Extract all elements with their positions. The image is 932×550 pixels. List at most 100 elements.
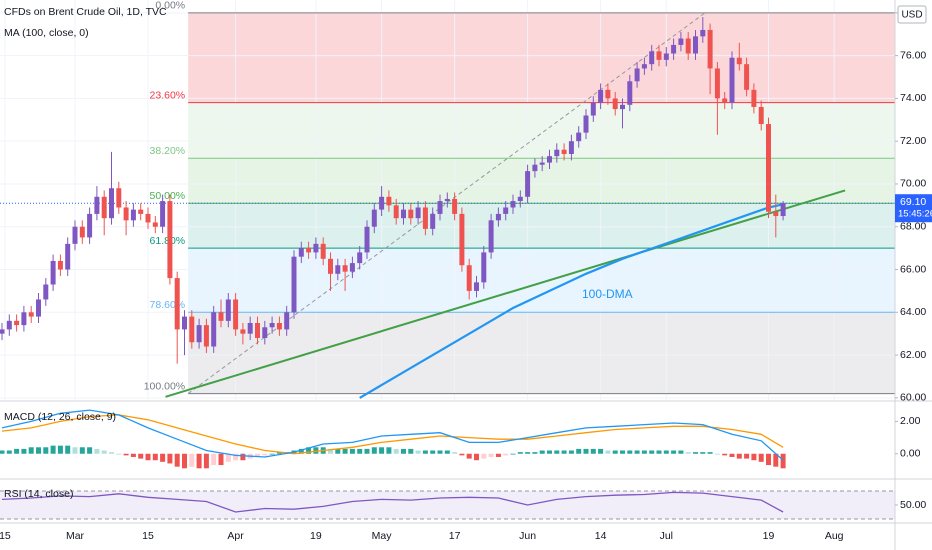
candle-body: [342, 265, 348, 272]
x-tick-label: 14: [595, 530, 607, 542]
macd-histogram-bar: [145, 453, 151, 461]
fib-label: 61.80%: [150, 235, 186, 247]
candle-body: [517, 196, 523, 202]
macd-histogram-bar: [262, 453, 268, 456]
macd-tick-label: 2.00: [900, 415, 921, 427]
candle-body: [649, 51, 655, 65]
macd-histogram-bar: [408, 448, 414, 454]
macd-histogram-bar: [736, 453, 742, 459]
candle-body: [65, 243, 71, 270]
macd-histogram-bar: [87, 447, 93, 454]
x-tick-label: 19: [310, 530, 322, 542]
price-pane: 0.00% 23.60% 38.20% 50.00% 61.80% 78.60% 100.0…: [0, 0, 895, 400]
macd-histogram-bar: [43, 447, 49, 454]
candle-body: [627, 81, 633, 105]
macd-histogram-bar: [276, 452, 282, 454]
macd-histogram-bar: [722, 453, 728, 456]
macd-histogram-bar: [225, 453, 231, 462]
macd-histogram-bar: [203, 453, 209, 469]
candle-body: [328, 258, 333, 274]
candle-body: [758, 106, 764, 125]
candle-body: [554, 149, 560, 157]
candle-body: [700, 29, 706, 37]
candle-body: [28, 312, 34, 317]
macd-histogram-bar: [349, 448, 355, 454]
macd-histogram-bar: [116, 453, 122, 455]
macd-histogram-bar: [36, 447, 41, 454]
y-tick-label: 60.00: [900, 392, 926, 404]
candle-body: [714, 68, 720, 99]
macd-histogram-bar: [0, 450, 5, 454]
candle-body: [430, 213, 436, 229]
macd-histogram-bar: [269, 453, 275, 455]
macd-histogram-bar: [466, 453, 472, 459]
macd-histogram-bar: [481, 453, 487, 459]
currency-box[interactable]: [897, 5, 927, 24]
candle-body: [196, 325, 202, 343]
y-tick-label: 64.00: [900, 306, 926, 318]
macd-histogram-bar: [685, 452, 691, 454]
candle-body: [561, 149, 567, 155]
candle-body: [211, 312, 217, 347]
macd-histogram-bar: [313, 447, 319, 454]
macd-histogram-bar: [174, 453, 180, 467]
macd-histogram-bar: [517, 452, 523, 454]
candle-body: [116, 188, 122, 208]
candle-body: [678, 38, 684, 45]
countdown: 15:45:26: [898, 209, 932, 220]
macd-histogram-bar: [605, 450, 611, 454]
candle-body: [371, 209, 377, 227]
macd-histogram-bar: [641, 450, 647, 454]
candle-body: [532, 164, 538, 172]
macd-histogram-bar: [598, 448, 604, 454]
macd-histogram-bar: [211, 453, 217, 466]
macd-histogram-bar: [233, 453, 239, 461]
candle-body: [320, 243, 326, 259]
fib-zone: [188, 203, 895, 249]
candle-body: [364, 226, 370, 253]
candle-body: [605, 89, 611, 99]
candle-body: [233, 299, 239, 330]
candle-body: [79, 226, 85, 238]
candle-body: [43, 284, 49, 300]
candle-body: [539, 162, 545, 165]
macd-histogram-bar: [495, 453, 501, 457]
macd-histogram-bar: [532, 452, 538, 454]
macd-histogram-bar: [590, 448, 596, 454]
candle-body: [568, 141, 574, 155]
macd-histogram-bar: [189, 453, 195, 467]
macd-histogram-bar: [167, 453, 173, 464]
macd-histogram-bar: [525, 452, 531, 454]
candle-body: [685, 38, 691, 54]
chart-title: CFDs on Brent Crude Oil, 1D, TVC: [4, 6, 167, 18]
candle-body: [152, 222, 158, 227]
macd-histogram-bar: [255, 453, 260, 457]
candle-body: [736, 57, 742, 65]
macd-histogram-bar: [57, 445, 63, 454]
macd-histogram-bar: [109, 452, 114, 454]
macd-histogram-bar: [561, 450, 567, 454]
macd-histogram-bar: [554, 450, 560, 454]
macd-tick-label: 0.00: [900, 448, 921, 460]
macd-histogram-bar: [510, 453, 516, 455]
fib-zone: [188, 102, 895, 159]
candle-body: [547, 156, 552, 163]
macd-histogram-bar: [240, 453, 246, 461]
rsi-pane: [0, 490, 895, 520]
candle-body: [401, 209, 406, 219]
x-tick-label: 19: [763, 530, 775, 542]
candle-body: [123, 207, 129, 221]
fib-zone: [188, 158, 895, 204]
macd-histogram-bar: [649, 450, 655, 454]
x-tick-label: Aug: [825, 530, 844, 542]
macd-histogram-bar: [751, 453, 757, 461]
macd-histogram-bar: [612, 450, 618, 454]
ma-line: [359, 203, 784, 399]
macd-histogram-bar: [620, 450, 625, 454]
candle-body: [138, 209, 144, 214]
candle-body: [94, 196, 100, 214]
candle-body: [583, 115, 589, 133]
candle-body: [663, 53, 669, 60]
candle-body: [634, 68, 640, 82]
macd-histogram-bar: [386, 447, 392, 454]
